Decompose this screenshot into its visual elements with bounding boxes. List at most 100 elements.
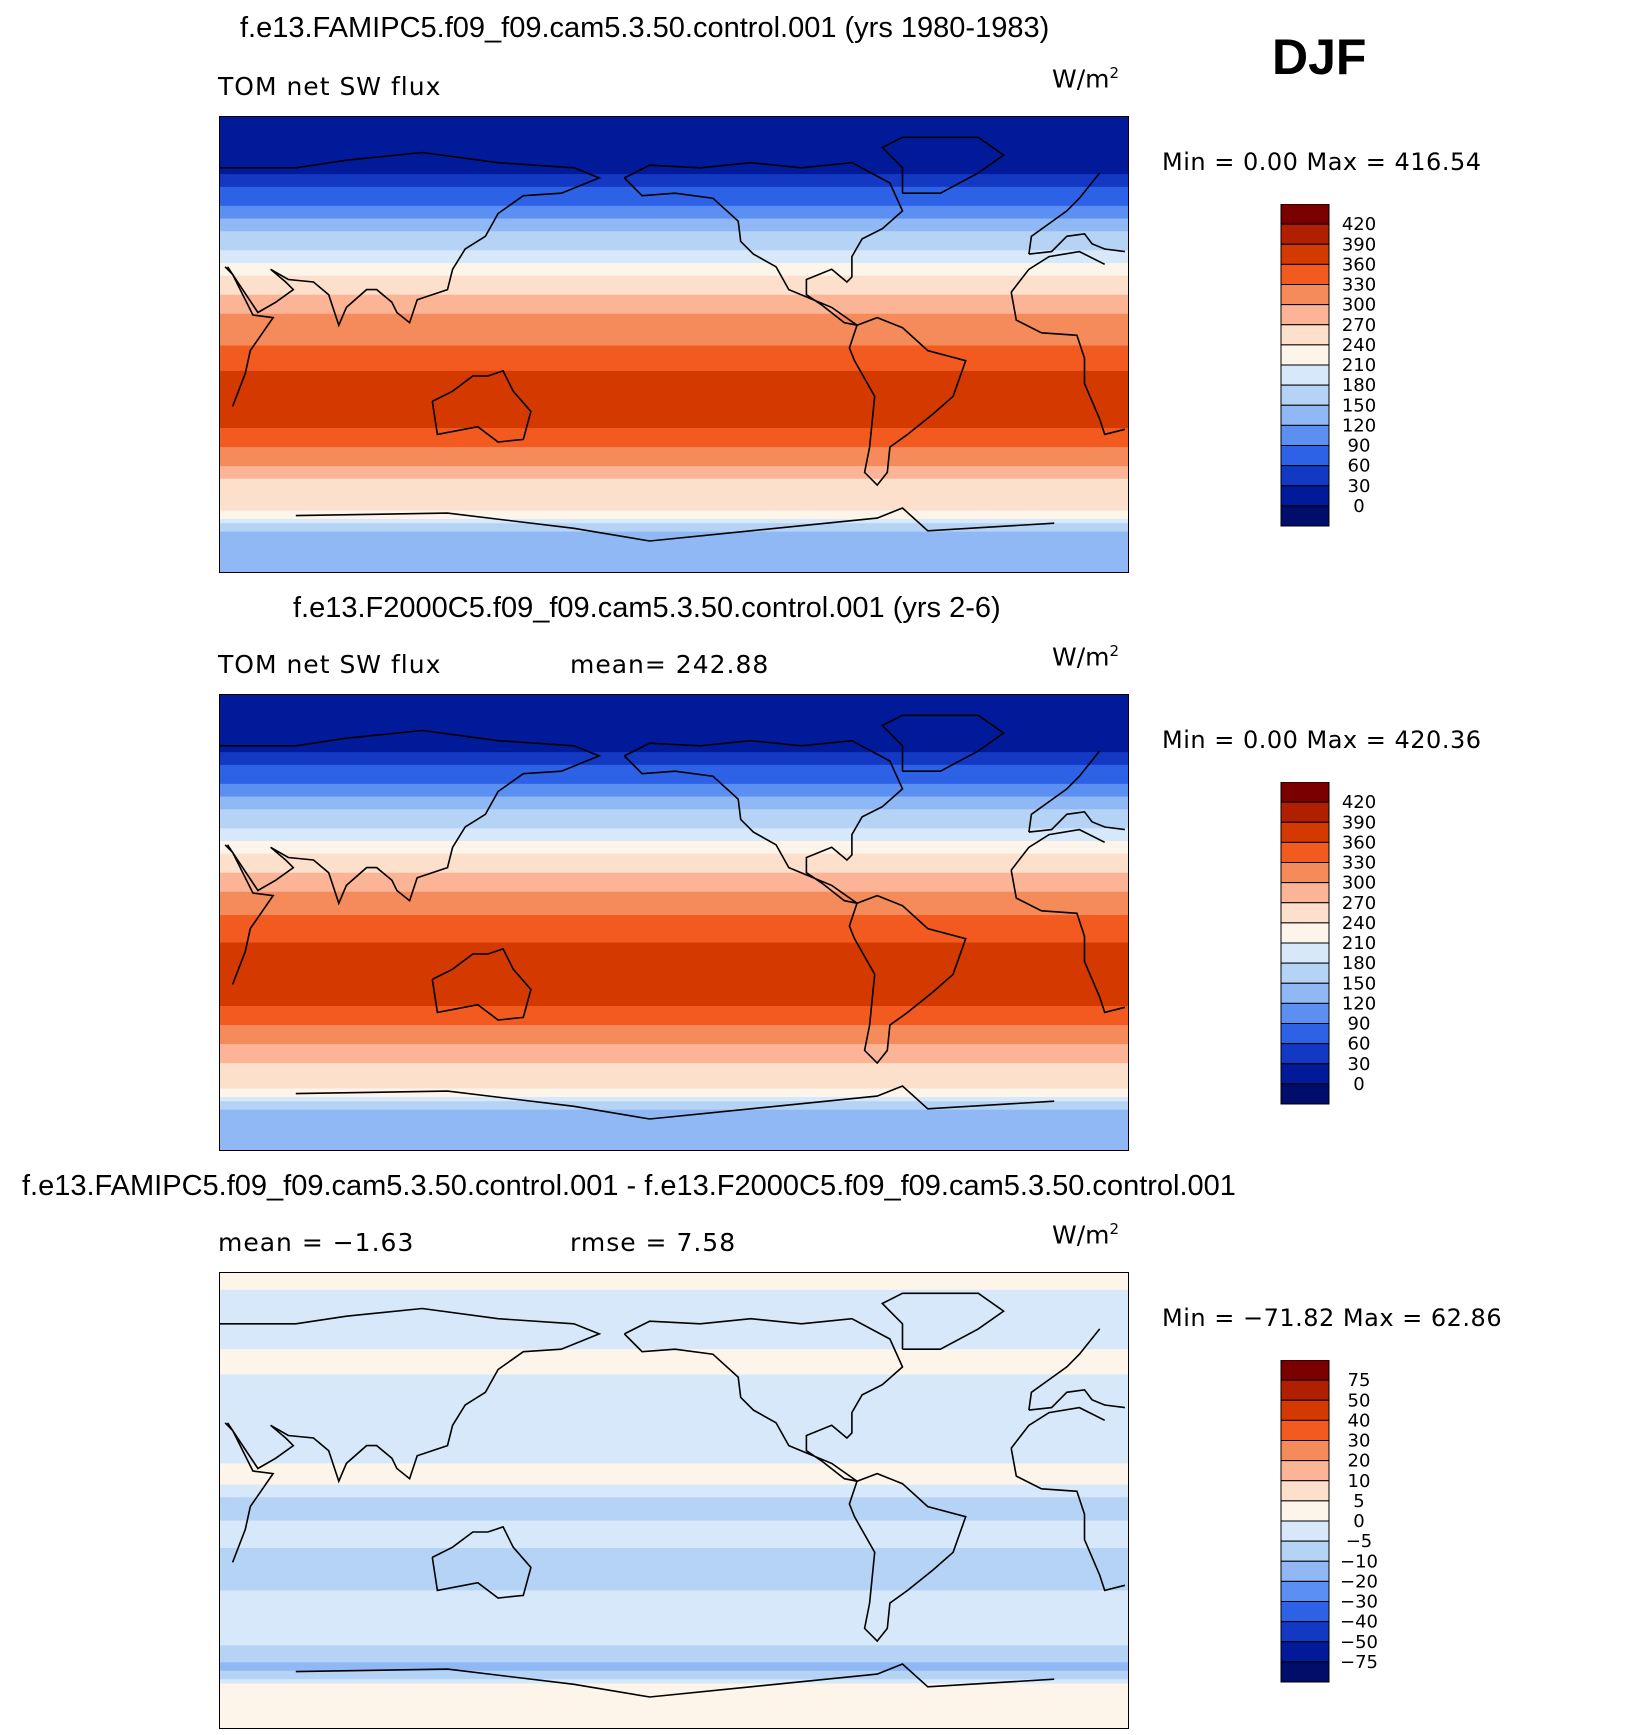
coastline (431, 369, 532, 443)
field-band (220, 1044, 1128, 1052)
field-band (220, 993, 1128, 1001)
field-band (220, 1025, 1128, 1033)
colorbar-tick-label: 150 (1342, 395, 1376, 416)
colorbar-tick-label: 360 (1342, 832, 1376, 853)
colorbar-swatch (1280, 364, 1330, 386)
colorbar-swatch (1280, 882, 1330, 904)
field-band (220, 351, 1128, 359)
coastline (880, 714, 1005, 772)
field-band (220, 879, 1128, 887)
panel-3-minmax: Min = −71.82 Max = 62.86 (1162, 1304, 1503, 1332)
panel-2-map (219, 694, 1129, 1151)
colorbar-swatch (1280, 304, 1330, 326)
coastline (623, 161, 904, 326)
colorbar-tick-label: 300 (1342, 873, 1376, 894)
colorbar-swatch (1280, 465, 1330, 487)
coastline (1010, 250, 1106, 293)
colorbar-swatch (1280, 922, 1330, 944)
field-band (220, 489, 1128, 495)
field-band (220, 1480, 1128, 1486)
field-band (220, 703, 1128, 713)
field-band (220, 1056, 1128, 1064)
colorbar-swatch (1280, 821, 1330, 843)
colorbar-swatch (1280, 782, 1330, 803)
field-band (220, 328, 1128, 334)
field-band (220, 1031, 1128, 1039)
field-band (220, 1080, 1128, 1085)
colorbar-swatch (1280, 1601, 1330, 1623)
field-band (220, 1683, 1128, 1689)
field-band (220, 1463, 1128, 1471)
colorbar-swatch (1280, 1500, 1330, 1522)
units-exponent: 2 (1109, 64, 1120, 82)
field-band (220, 1674, 1128, 1680)
colorbar-tick-label: 90 (1348, 436, 1371, 457)
field-band (220, 902, 1128, 908)
colorbar-swatch (1280, 1002, 1330, 1024)
colorbar-swatch (1280, 1023, 1330, 1045)
field-band (220, 453, 1128, 461)
field-band (220, 1425, 1128, 1433)
field-band (220, 1050, 1128, 1058)
field-band (220, 1298, 1128, 1308)
coastline (1028, 750, 1101, 833)
field-band (220, 1387, 1128, 1395)
colorbar-tick-label: 390 (1342, 234, 1376, 255)
colorbar-swatch (1280, 942, 1330, 964)
coastline (1028, 810, 1126, 833)
field-band (220, 1088, 1128, 1094)
field-band (220, 387, 1128, 393)
field-band (220, 1622, 1128, 1630)
coastline (220, 729, 602, 906)
coastline (848, 894, 967, 1065)
field-band (220, 1469, 1128, 1477)
colorbar-swatch (1280, 1043, 1330, 1065)
colorbar-tick-label: 270 (1342, 893, 1376, 914)
field-band (220, 535, 1128, 543)
field-band (220, 965, 1128, 971)
colorbar-swatch (1280, 424, 1330, 446)
field-band (220, 567, 1128, 572)
field-band (220, 1609, 1128, 1617)
field-band (220, 1113, 1128, 1121)
colorbar-swatch (1280, 505, 1330, 527)
colorbar-tick-label: 120 (1342, 415, 1376, 436)
field-band (220, 1645, 1128, 1651)
field-band (220, 1457, 1128, 1465)
field-band (220, 728, 1128, 738)
colorbar-tick-label: −40 (1340, 1612, 1378, 1633)
field-band (220, 1412, 1128, 1420)
field-band (220, 1717, 1128, 1725)
coastline (1028, 172, 1101, 255)
field-band (220, 1399, 1128, 1407)
field-band (220, 542, 1128, 550)
colorbar-tick-label: 300 (1342, 295, 1376, 316)
panel-2-units: W/m2 (1052, 642, 1119, 671)
field-band (220, 1132, 1128, 1140)
field-band (220, 1476, 1128, 1481)
field-band (220, 1484, 1128, 1490)
colorbar-tick-label: 30 (1348, 1054, 1371, 1075)
field-band (220, 1101, 1128, 1107)
colorbar-swatch (1280, 962, 1330, 984)
field-band (220, 1596, 1128, 1604)
field-band (220, 324, 1128, 330)
field-band (220, 415, 1128, 423)
colorbar-swatch (1280, 1360, 1330, 1381)
field-band (220, 1603, 1128, 1611)
colorbar-tick-label: −10 (1340, 1551, 1378, 1572)
field-band (220, 383, 1128, 389)
field-band (220, 1658, 1128, 1663)
colorbar-swatch (1280, 204, 1330, 225)
coastline (623, 1317, 904, 1482)
field-band (220, 167, 1128, 175)
colorbar-tick-label: 20 (1348, 1451, 1371, 1472)
field-band (220, 1634, 1128, 1642)
field-band (220, 262, 1128, 270)
field-band (220, 250, 1128, 258)
field-band (220, 815, 1128, 823)
field-band (220, 1687, 1128, 1693)
coastline (880, 1292, 1005, 1350)
